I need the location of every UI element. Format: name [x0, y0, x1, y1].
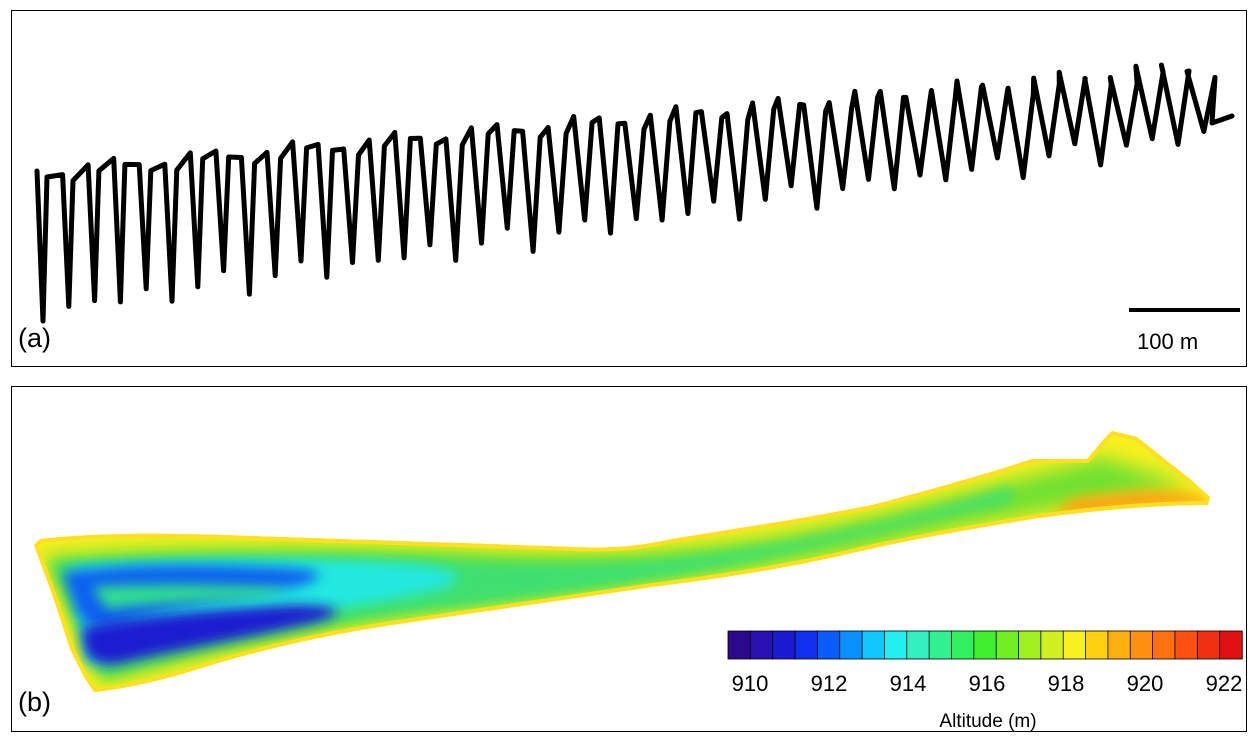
colorbar-swatch	[928, 630, 953, 660]
colorbar-tick-label: 920	[1127, 671, 1164, 696]
colorbar-swatch	[727, 630, 752, 660]
colorbar-swatch	[1062, 630, 1087, 660]
colorbar-tick-label: 916	[969, 671, 1006, 696]
colorbar-swatch	[995, 630, 1020, 660]
colorbar-swatch	[772, 630, 796, 660]
colorbar-swatch	[861, 630, 886, 660]
survey-track-drawing	[34, 62, 1235, 324]
panel-b-label: (b)	[18, 687, 51, 717]
colorbar-swatch	[816, 630, 841, 660]
colorbar-swatch	[1152, 630, 1176, 660]
colorbar-tick-label: 914	[890, 671, 927, 696]
colorbar-swatch	[839, 630, 863, 660]
panel-a-label: (a)	[18, 323, 51, 353]
colorbar-swatch	[794, 630, 819, 660]
survey-track-line	[34, 62, 1235, 324]
colorbar-swatch	[906, 630, 930, 660]
panel-a-survey-track: 100 m (a)	[11, 10, 1247, 367]
colorbar-swatch	[1085, 630, 1109, 660]
colorbar-swatch	[1107, 630, 1131, 660]
colorbar-tick-labels: 910 912 914 916 918 920 922	[732, 671, 1243, 696]
panel-b-altitude-map: 910 912 914 916 918 920 922 Altitude (m) (b)	[11, 386, 1247, 732]
colorbar-tick-label: 918	[1048, 671, 1085, 696]
scale-bar-label: 100 m	[1137, 329, 1199, 354]
scale-bar	[1129, 308, 1240, 312]
colorbar-tick-label: 910	[732, 671, 769, 696]
colorbar-tick-label: 922	[1206, 671, 1243, 696]
colorbar-swatch	[884, 630, 908, 660]
colorbar-swatch	[1174, 630, 1199, 660]
altitude-map-drawing: 910 912 914 916 918 920 922 Altitude (m)	[34, 431, 1243, 732]
colorbar-swatch	[1018, 630, 1042, 660]
colorbar-swatch	[1219, 630, 1243, 660]
colorbar-swatch	[951, 630, 975, 660]
colorbar-swatch	[973, 630, 997, 660]
colorbar-swatch	[1196, 630, 1221, 660]
colorbar-tick-label: 912	[811, 671, 848, 696]
colorbar-title: Altitude (m)	[939, 711, 1036, 732]
colorbar-swatch	[1129, 630, 1154, 660]
colorbar-swatch	[749, 630, 774, 660]
colorbar-swatch	[1040, 630, 1064, 660]
altitude-colorbar	[727, 630, 1243, 660]
